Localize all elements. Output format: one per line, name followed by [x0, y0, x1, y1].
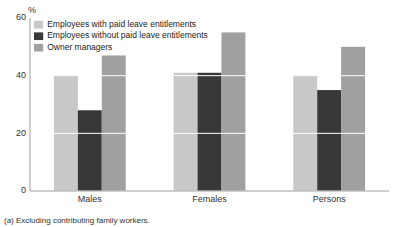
legend: Employees with paid leave entitlementsEm…	[34, 19, 208, 52]
legend-label: Owner managers	[47, 42, 112, 52]
legend-item: Employees with paid leave entitlements	[34, 19, 196, 29]
grid-line	[30, 133, 389, 134]
legend-item: Owner managers	[34, 42, 112, 52]
footnote: (a) Excluding contributing family worker…	[4, 216, 150, 225]
x-tick-label: Persons	[313, 194, 347, 204]
y-tick-label: 0	[21, 185, 26, 195]
x-tick-label: Females	[192, 194, 227, 204]
y-tick-label: 20	[16, 128, 26, 138]
y-tick-label: 60	[16, 12, 26, 22]
bar	[78, 110, 102, 191]
legend-swatch	[34, 21, 43, 29]
y-tick-label: 40	[16, 70, 26, 80]
bar	[174, 73, 198, 191]
y-axis	[30, 18, 31, 191]
bar	[341, 47, 365, 191]
grid-line	[30, 191, 389, 192]
legend-label: Employees without paid leave entitlement…	[47, 30, 208, 40]
legend-item: Employees without paid leave entitlement…	[34, 30, 208, 40]
y-axis-label: %	[28, 5, 36, 15]
bar	[198, 73, 222, 191]
x-tick-label: Males	[78, 194, 103, 204]
bar	[221, 32, 245, 191]
legend-swatch	[34, 44, 43, 52]
bar	[317, 90, 341, 191]
grid-line	[30, 75, 389, 76]
grid	[30, 18, 389, 191]
x-axis	[30, 191, 389, 192]
legend-label: Employees with paid leave entitlements	[47, 19, 196, 29]
chart-container: 0 20 40 60 Males Females Persons% (a) Excluding…	[0, 0, 397, 227]
bars	[54, 32, 365, 191]
chart: 0 20 40 60 Males Females Persons% (a) Excluding…	[0, 0, 397, 227]
legend-swatch	[34, 32, 43, 40]
